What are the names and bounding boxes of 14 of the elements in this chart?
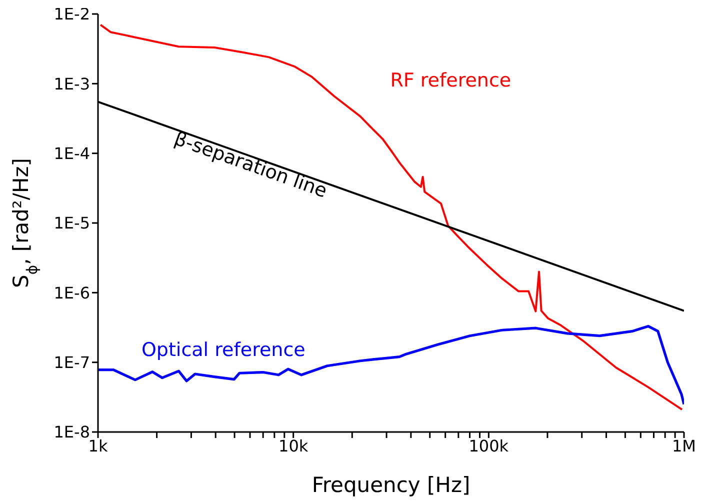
y-tick-label: 1E-7 xyxy=(54,353,90,372)
y-tick-label: 1E-8 xyxy=(54,422,90,442)
y-tick-label: 1E-2 xyxy=(54,4,90,24)
y-tick-label: 1E-5 xyxy=(54,214,90,233)
y-tick-label: 1E-6 xyxy=(54,283,90,302)
text: RF reference xyxy=(390,69,512,92)
y-tick-label: 1E-3 xyxy=(54,74,90,94)
x-tick-label: 10k xyxy=(278,436,309,456)
x-axis-title: Frequency [Hz] xyxy=(312,473,470,497)
x-tick-label: 100k xyxy=(468,436,510,456)
series-label: Optical reference xyxy=(141,338,306,361)
x-tick-label: 1k xyxy=(88,436,108,456)
x-tick-label: 1M xyxy=(672,436,696,456)
y-tick-label: 1E-4 xyxy=(54,144,90,164)
